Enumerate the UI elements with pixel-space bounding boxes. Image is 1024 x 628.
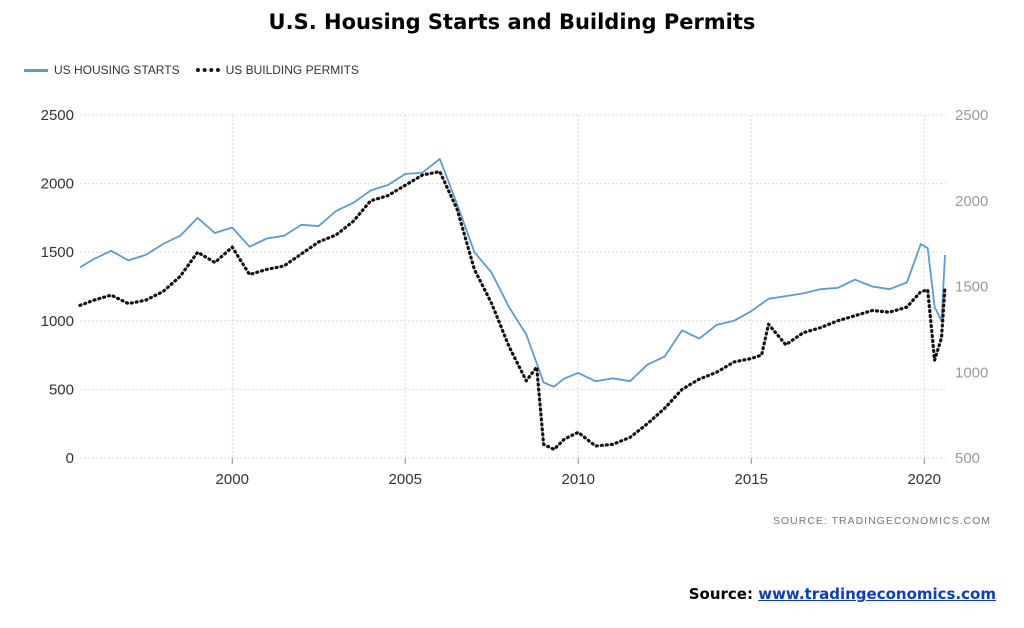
x-tick-label: 2005 (389, 471, 422, 488)
left-tick-label: 500 (49, 381, 74, 398)
source-credit: SOURCE: TRADINGECONOMICS.COM (773, 515, 991, 527)
legend-item-housing-starts[interactable]: US HOUSING STARTS (24, 63, 180, 77)
series-line-building-permits (78, 170, 947, 451)
right-tick-label: 2000 (955, 193, 988, 210)
legend-swatch-housing-starts (24, 68, 48, 72)
legend: US HOUSING STARTS US BUILDING PERMITS (24, 63, 375, 77)
legend-item-building-permits[interactable]: US BUILDING PERMITS (195, 63, 359, 77)
x-axis: 2000 2005 2010 2015 2020 (216, 458, 941, 488)
right-tick-label: 1500 (955, 279, 988, 296)
chart-title: U.S. Housing Starts and Building Permits (268, 10, 756, 34)
left-axis: 0 500 1000 1500 2000 2500 (41, 107, 74, 467)
x-tick-label: 2020 (908, 471, 941, 488)
series-layer (78, 157, 947, 451)
left-tick-label: 1000 (41, 313, 74, 330)
series-line-housing-starts (79, 157, 946, 388)
right-axis: 500 1000 1500 2000 2500 (955, 107, 988, 467)
legend-label-housing-starts: US HOUSING STARTS (54, 63, 180, 77)
left-tick-label: 2000 (41, 176, 74, 193)
x-tick-label: 2000 (216, 471, 249, 488)
left-tick-label: 0 (66, 450, 74, 467)
footer-source-label: Source: (688, 585, 753, 603)
legend-label-building-permits: US BUILDING PERMITS (225, 63, 359, 77)
right-tick-label: 1000 (955, 364, 988, 381)
x-tick-label: 2015 (735, 471, 768, 488)
grid (80, 114, 945, 459)
right-tick-label: 2500 (955, 107, 988, 124)
footer-source: Source: www.tradingeconomics.com (689, 585, 996, 603)
left-tick-label: 2500 (41, 107, 74, 124)
left-tick-label: 1500 (41, 244, 74, 261)
right-tick-label: 500 (955, 450, 980, 467)
x-tick-label: 2010 (562, 471, 595, 488)
legend-swatch-building-permits (195, 68, 220, 72)
footer-source-link[interactable]: www.tradingeconomics.com (758, 585, 996, 603)
